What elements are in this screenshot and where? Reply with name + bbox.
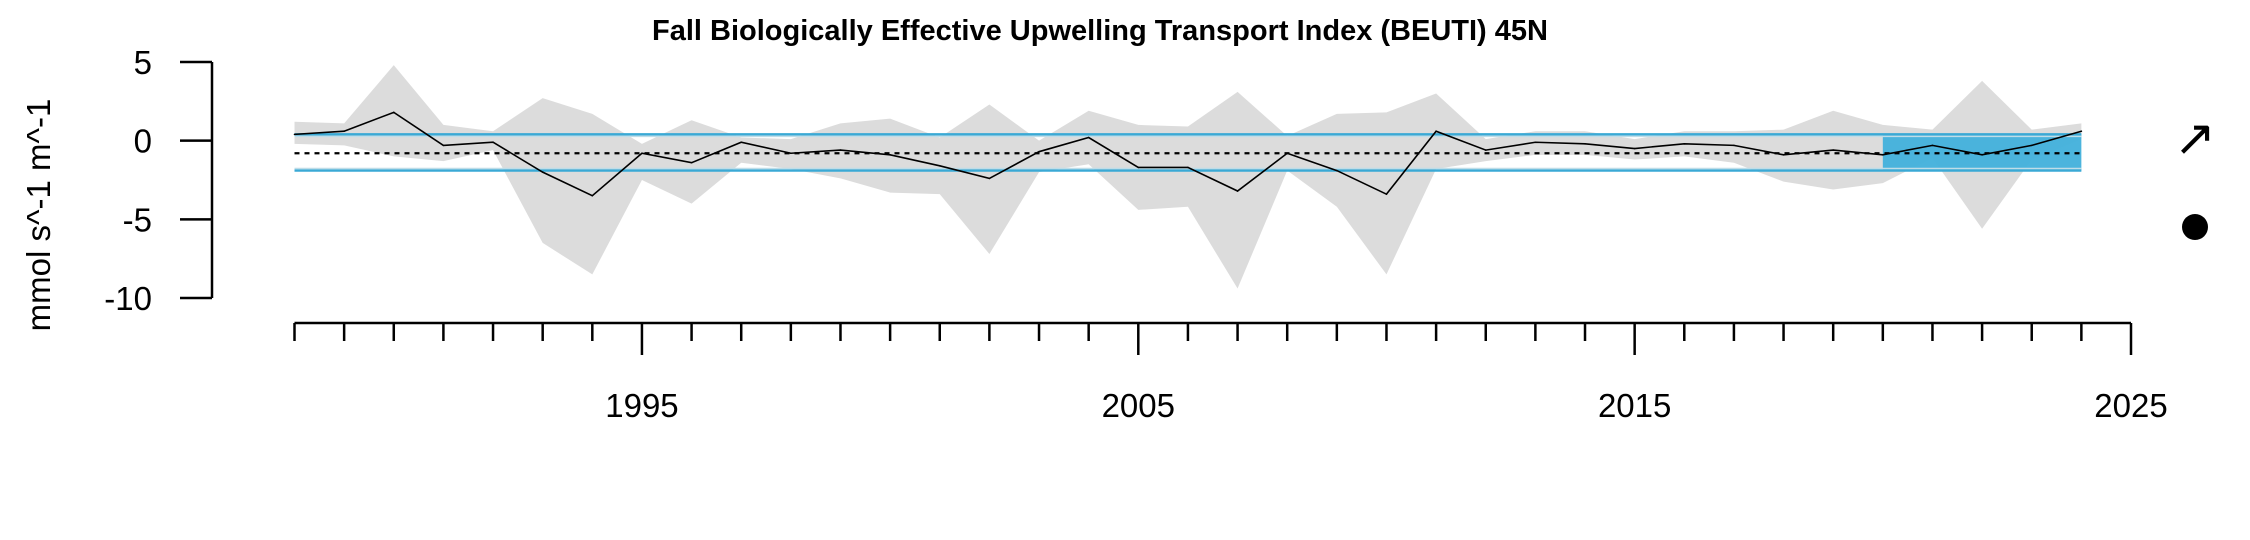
data-point: [1832, 149, 1834, 151]
confidence-band-layer: [294, 65, 2082, 289]
data-point: [2030, 144, 2033, 147]
sd-lines-layer: [294, 133, 2082, 172]
data-point: [1038, 150, 1040, 153]
y-tick-label: 5: [134, 44, 152, 81]
data-point: [988, 177, 991, 180]
data-point: [1584, 143, 1586, 145]
data-point: [2080, 130, 2083, 133]
data-point: [839, 149, 842, 151]
trend-indicator-icon: ↗: [2174, 110, 2216, 166]
data-point: [1187, 166, 1189, 169]
data-point: [889, 154, 891, 156]
data-point: [1534, 141, 1537, 144]
data-point: [392, 111, 395, 114]
data-point: [492, 141, 494, 144]
y-tick-label: 0: [134, 123, 152, 160]
data-point: [1633, 147, 1636, 150]
data-point: [1286, 152, 1289, 155]
y-tick-label: -5: [123, 201, 152, 238]
data-point: [790, 152, 792, 155]
data-point: [1087, 136, 1090, 139]
mean-indicator-icon: [2182, 214, 2208, 240]
data-point: [641, 152, 643, 155]
data-point: [541, 171, 544, 173]
series-layer: [293, 111, 2083, 197]
data-point: [442, 144, 445, 147]
x-tick-label: 2015: [1598, 387, 1671, 424]
data-point: [1782, 154, 1785, 156]
x-tick-label: 2025: [2094, 387, 2167, 424]
data-point: [1931, 144, 1934, 147]
data-point: [1733, 144, 1735, 147]
chart-title: Fall Biologically Effective Upwelling Tr…: [652, 15, 1548, 47]
y-axis-label: mmol s^-1 m^-1: [20, 99, 57, 332]
data-point: [938, 165, 941, 167]
data-point: [1981, 154, 1983, 156]
x-axis: 1995 2005 2015 2025: [293, 321, 2168, 424]
data-point: [1137, 166, 1140, 169]
y-axis: 5 0 -5 -10: [104, 44, 214, 317]
data-point: [1882, 154, 1884, 156]
x-tick-label: 2005: [1102, 387, 1175, 424]
data-point: [591, 194, 594, 197]
data-point: [740, 141, 743, 144]
confidence-band: [294, 65, 2082, 289]
data-point: [1484, 149, 1487, 151]
data-point: [1683, 143, 1686, 145]
data-point: [690, 161, 693, 164]
x-tick-label: 1995: [605, 387, 678, 424]
data-point: [1336, 169, 1338, 172]
data-point: [1435, 130, 1437, 133]
y-tick-label: -10: [104, 280, 152, 317]
data-point: [293, 133, 296, 136]
data-point: [343, 130, 345, 133]
data-point: [1236, 190, 1239, 192]
data-point: [1385, 193, 1388, 195]
